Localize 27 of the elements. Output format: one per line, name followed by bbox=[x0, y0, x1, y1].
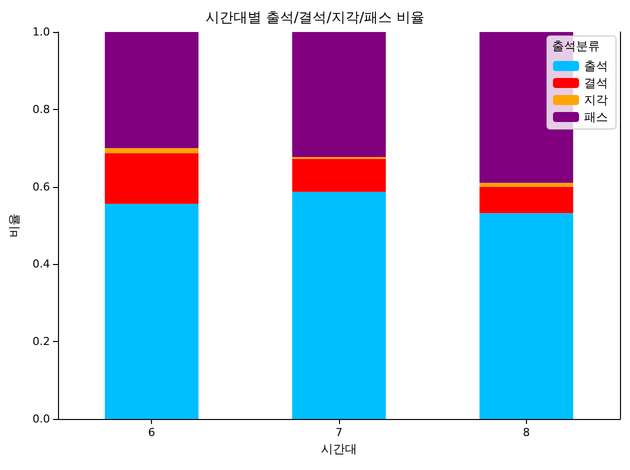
legend-label: 결석 bbox=[584, 76, 608, 90]
bar bbox=[104, 148, 198, 154]
y-tick-label: 0.2 bbox=[32, 335, 50, 348]
legend-title: 출석분류 bbox=[552, 39, 600, 53]
bar bbox=[292, 158, 386, 192]
x-tick-label: 6 bbox=[148, 426, 156, 439]
y-tick-label: 0.4 bbox=[32, 258, 50, 271]
bar bbox=[292, 32, 386, 157]
legend-label: 지각 bbox=[584, 93, 608, 107]
y-tick-label: 1.0 bbox=[32, 26, 50, 38]
bar bbox=[480, 182, 574, 187]
x-tick-label: 8 bbox=[522, 426, 530, 439]
legend-label: 출석 bbox=[584, 59, 608, 73]
y-tick-label: 0.6 bbox=[32, 180, 50, 194]
bar bbox=[480, 186, 574, 214]
x-tick-label: 7 bbox=[336, 426, 342, 439]
y-tick-label: 0.0 bbox=[32, 412, 50, 426]
bar bbox=[104, 32, 198, 148]
bar bbox=[480, 213, 574, 419]
legend-label: 패스 bbox=[584, 110, 608, 124]
chart-title: 시간대별 출석/결석/지각/패스 비율 bbox=[205, 10, 425, 26]
bar bbox=[104, 204, 198, 419]
bar bbox=[292, 192, 386, 419]
x-axis-title: 시간대 bbox=[321, 442, 357, 456]
y-tick-label: 0.8 bbox=[32, 102, 50, 116]
y-axis-title: 비율 bbox=[7, 214, 21, 238]
bar bbox=[104, 153, 198, 204]
